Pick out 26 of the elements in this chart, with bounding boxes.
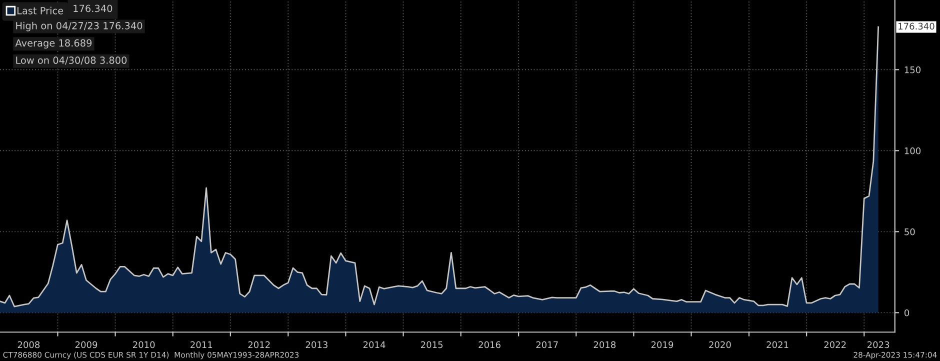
x-tick-label: 2016: [478, 341, 500, 348]
legend-label: Last Price: [17, 6, 64, 14]
x-tick-label: 2020: [709, 341, 731, 348]
y-tick-label: 150: [904, 66, 921, 74]
y-tick-label: 0: [904, 309, 910, 316]
x-tick-label: 2009: [75, 341, 98, 348]
x-tick-label: 2022: [824, 341, 846, 348]
x-tick-label: 2014: [363, 341, 386, 348]
x-tick-label: 2017: [536, 341, 558, 348]
x-tick-label: 2012: [248, 341, 270, 348]
x-tick-label: 2015: [421, 341, 443, 348]
y-tick-label: 50: [904, 228, 915, 236]
annotation: 176.340: [74, 4, 112, 12]
x-tick-label: 2008: [18, 341, 40, 348]
x-tick-label: 2011: [190, 341, 212, 348]
y-tick-label: 100: [904, 147, 921, 154]
annotation: 176.340: [898, 22, 934, 30]
x-tick-label: 2021: [766, 341, 788, 348]
annotation: Average 18.689: [15, 39, 92, 49]
annotation: High on 04/27/23 176.340: [16, 22, 142, 32]
x-tick-label: 2010: [133, 341, 155, 348]
x-tick-label: 2019: [651, 341, 674, 348]
x-tick-label: 2023: [867, 341, 890, 348]
x-tick-label: 2018: [594, 341, 616, 348]
x-tick-label: 2013: [306, 341, 328, 348]
annotation: Low on 04/30/08 3.800: [16, 56, 127, 65]
